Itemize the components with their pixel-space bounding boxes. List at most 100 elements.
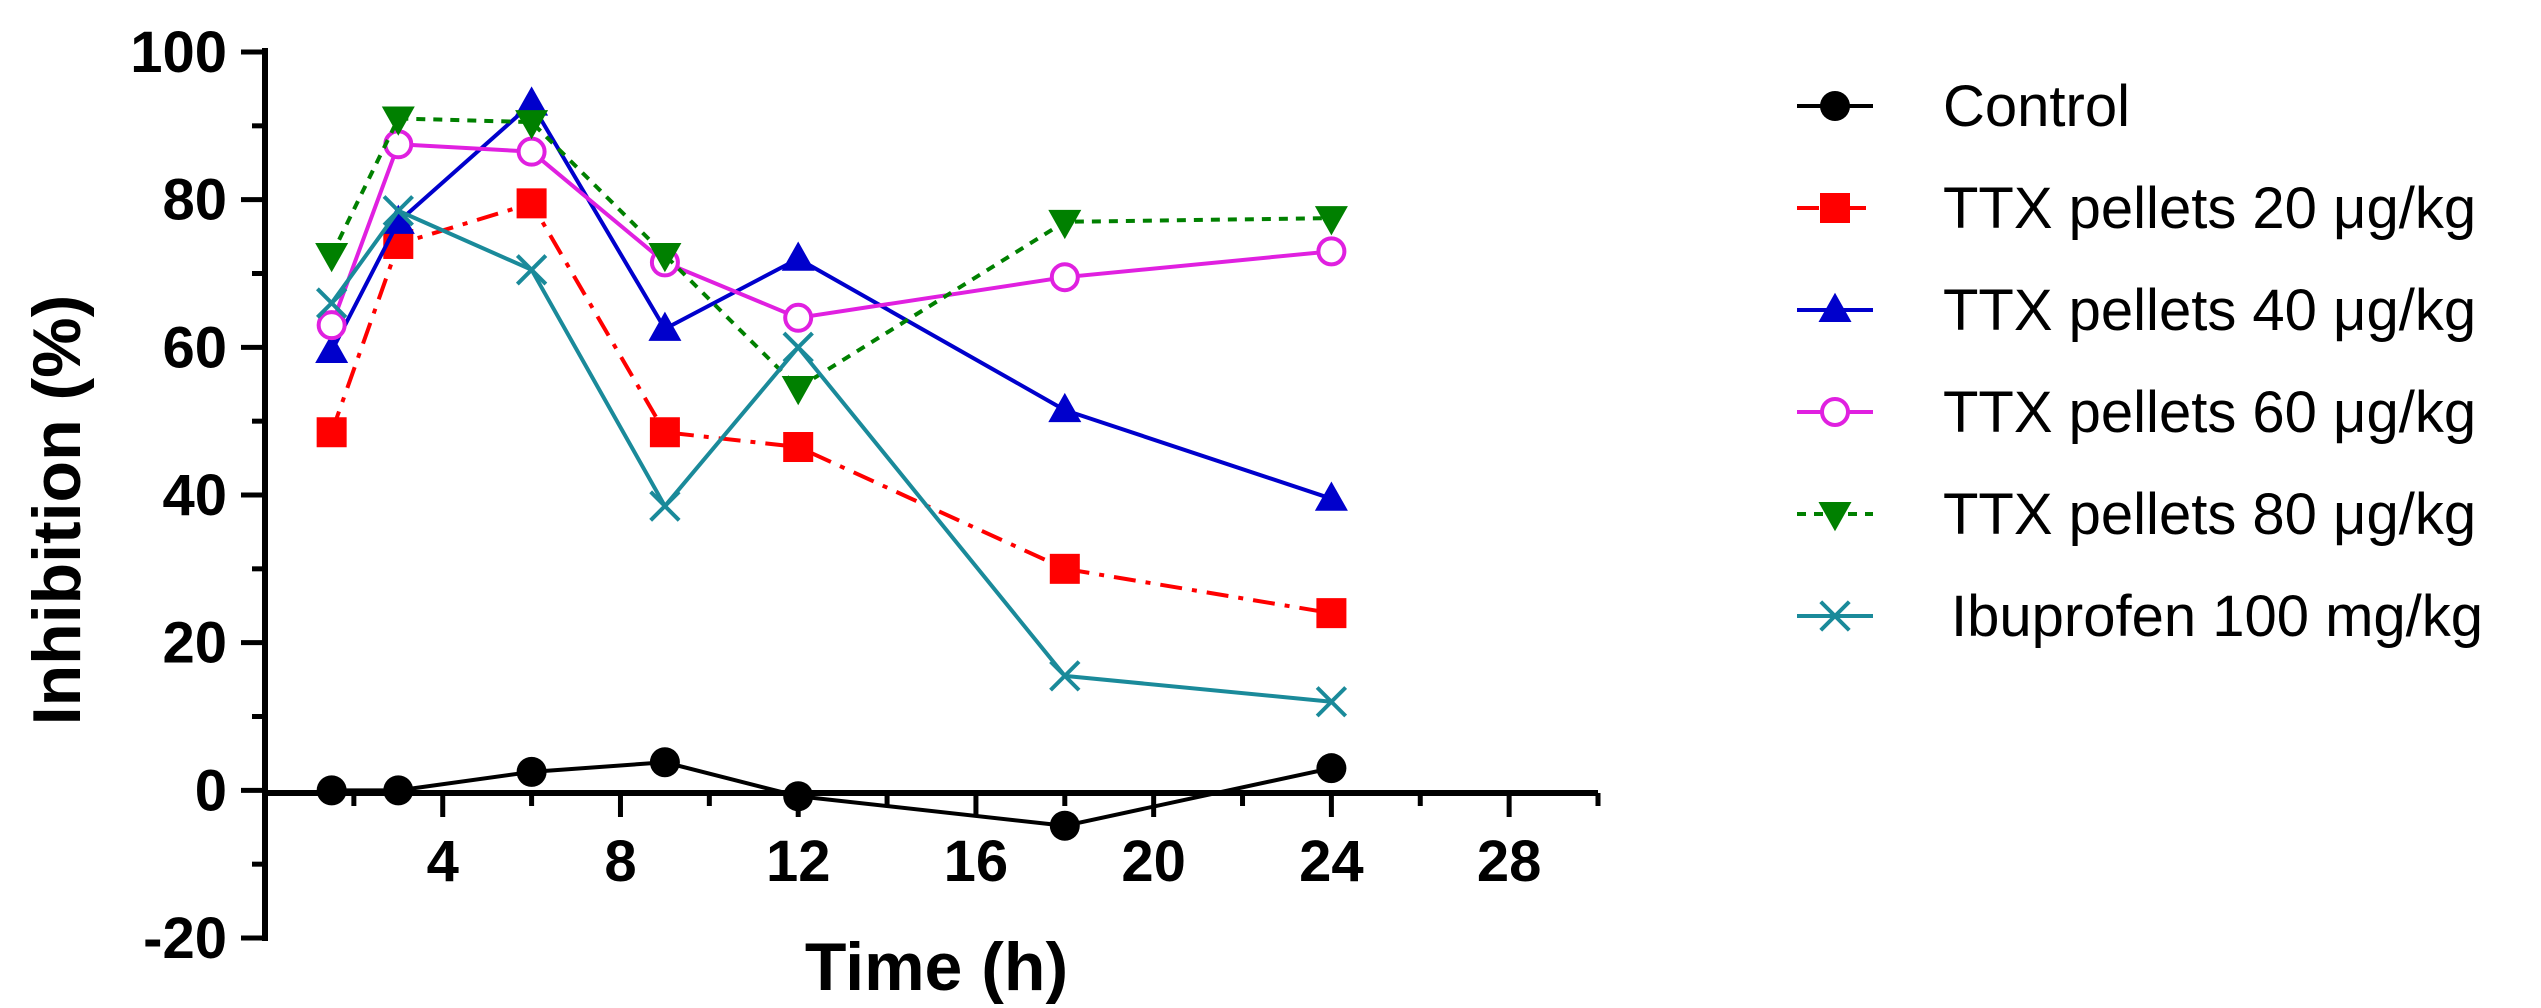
marker-shape [515, 86, 549, 116]
series-line-ttx-pellets-60-ug-kg [329, 142, 1332, 326]
legend-marker [1818, 292, 1852, 322]
marker-shape [1820, 397, 1850, 427]
y-tick-label: 20 [162, 611, 227, 676]
data-point-ttx-pellets-20-ug-kg [649, 417, 680, 448]
data-point-ttx-pellets-80-ug-kg [648, 243, 682, 273]
data-point-ibuprofen-100-mg-kg [649, 490, 681, 522]
data-point-control [1049, 810, 1080, 841]
data-point-ibuprofen-100-mg-kg [1315, 686, 1348, 718]
series-ttx-pellets-80-ug-kg [315, 106, 1348, 406]
data-point-ttx-pellets-20-ug-kg [316, 417, 347, 448]
legend-item-ibuprofen-100-mg-kg: Ibuprofen 100 mg/kg [1797, 584, 2483, 649]
marker-shape [782, 331, 814, 363]
x-tick-label: 24 [1299, 829, 1364, 894]
marker-shape [381, 106, 415, 136]
marker-shape [1048, 209, 1082, 240]
marker-shape [1049, 553, 1080, 584]
legend-label: Control [1943, 74, 2130, 139]
legend-item-ttx-pellets-80-ug-kg: TTX pellets 80 μg/kg [1797, 482, 2476, 547]
data-point-ttx-pellets-20-ug-kg [1049, 553, 1080, 584]
series-ttx-pellets-60-ug-kg [316, 129, 1347, 341]
x-tick-label: 8 [604, 829, 636, 894]
marker-shape [516, 188, 547, 219]
y-tick-label: 80 [162, 168, 227, 233]
marker-shape [316, 417, 347, 448]
legend-marker [1820, 193, 1850, 223]
legend-item-control: Control [1797, 74, 2130, 139]
marker-shape [783, 781, 814, 812]
marker-shape [1314, 206, 1348, 236]
data-point-ttx-pellets-80-ug-kg [381, 106, 415, 136]
marker-shape [1820, 91, 1850, 121]
series-line-ibuprofen-100-mg-kg [330, 208, 1332, 704]
series-ttx-pellets-40-ug-kg [315, 86, 1348, 511]
x-tick-label: 28 [1477, 829, 1542, 894]
marker-shape [515, 254, 548, 286]
marker-shape [383, 775, 414, 806]
marker-shape [1819, 600, 1851, 632]
data-point-control [516, 756, 547, 787]
data-point-ttx-pellets-40-ug-kg [1048, 392, 1082, 423]
marker-shape [1818, 502, 1852, 532]
marker-shape [1048, 392, 1082, 423]
data-point-ttx-pellets-20-ug-kg [783, 432, 814, 463]
marker-shape [382, 195, 414, 227]
series-line-ttx-pellets-40-ug-kg [329, 101, 1333, 501]
y-tick-label: 100 [130, 20, 227, 85]
data-point-ttx-pellets-60-ug-kg [1316, 236, 1347, 267]
y-tick-label: -20 [143, 906, 227, 971]
marker-shape [1820, 193, 1850, 223]
marker-shape [1049, 810, 1080, 841]
data-point-control [383, 775, 414, 806]
data-point-ibuprofen-100-mg-kg [315, 287, 348, 319]
data-point-ttx-pellets-60-ug-kg [783, 302, 814, 333]
marker-shape [315, 243, 349, 273]
y-tick-label: 60 [162, 315, 227, 380]
marker-shape [1314, 481, 1348, 511]
data-point-ttx-pellets-80-ug-kg [315, 243, 349, 273]
marker-shape [648, 311, 682, 341]
marker-shape [1049, 262, 1080, 293]
legend-label: Ibuprofen 100 mg/kg [1951, 584, 2483, 649]
data-point-ttx-pellets-80-ug-kg [1048, 209, 1082, 240]
marker-shape [315, 287, 348, 319]
legend-item-ttx-pellets-20-ug-kg: TTX pellets 20 μg/kg [1797, 176, 2476, 241]
legend-label: TTX pellets 20 μg/kg [1943, 176, 2476, 241]
marker-shape [515, 110, 549, 140]
data-point-ttx-pellets-40-ug-kg [1314, 481, 1348, 511]
x-axis-title: Time (h) [805, 929, 1068, 1005]
data-point-ttx-pellets-80-ug-kg [781, 375, 815, 406]
data-point-control [783, 781, 814, 812]
data-point-ibuprofen-100-mg-kg [1049, 660, 1081, 692]
marker-shape [781, 241, 815, 271]
data-point-ttx-pellets-40-ug-kg [381, 204, 415, 234]
legend-marker [1819, 600, 1851, 632]
data-point-ttx-pellets-80-ug-kg [515, 110, 549, 140]
legend-label: TTX pellets 60 μg/kg [1943, 380, 2476, 445]
x-tick-label: 16 [944, 829, 1009, 894]
data-point-ibuprofen-100-mg-kg [515, 254, 548, 286]
series-line-ttx-pellets-80-ug-kg [329, 116, 1332, 390]
marker-shape [1315, 686, 1348, 718]
data-point-ttx-pellets-60-ug-kg [316, 310, 347, 341]
data-point-ttx-pellets-80-ug-kg [1314, 206, 1348, 236]
y-tick-label: 0 [195, 758, 227, 823]
marker-shape [649, 490, 681, 522]
marker-shape [516, 756, 547, 787]
data-point-ibuprofen-100-mg-kg [782, 331, 814, 363]
data-point-ttx-pellets-20-ug-kg [1316, 598, 1347, 629]
legend-marker [1820, 91, 1850, 121]
data-point-ttx-pellets-20-ug-kg [516, 188, 547, 219]
data-point-control [316, 775, 347, 806]
marker-shape [1316, 753, 1347, 784]
x-tick-label: 20 [1121, 829, 1186, 894]
marker-shape [649, 417, 680, 448]
legend: Control TTX pellets 20 μg/kg TTX pellets 4… [1797, 74, 2483, 649]
legend-item-ttx-pellets-40-ug-kg: TTX pellets 40 μg/kg [1797, 278, 2476, 343]
marker-shape [1049, 660, 1081, 692]
marker-shape [783, 302, 814, 333]
y-axis-title: Inhibition (%) [19, 295, 95, 726]
x-tick-label: 4 [427, 829, 459, 894]
